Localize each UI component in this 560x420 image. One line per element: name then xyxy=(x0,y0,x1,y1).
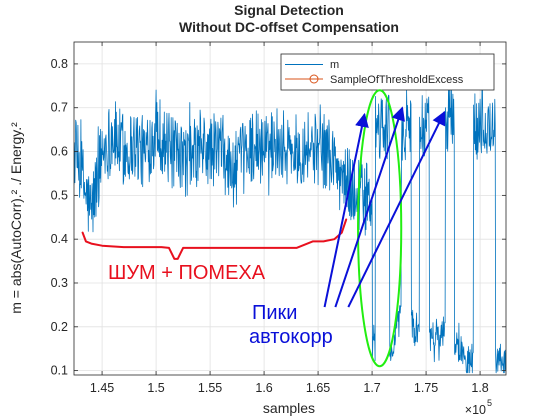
chart-title-line-2: Without DC-offset Compensation xyxy=(179,19,399,35)
y-tick-label: 0.7 xyxy=(51,101,68,115)
noise-bracket xyxy=(81,218,348,260)
peak-arrow xyxy=(334,106,405,308)
legend-m-label: m xyxy=(330,59,339,71)
x-tick-label: 1.55 xyxy=(198,381,222,395)
plot-box xyxy=(73,41,507,376)
plot-area xyxy=(74,42,506,375)
x-tick-labels: 1.45 1.5 1.55 1.6 1.65 1.7 1.75 1.8 xyxy=(90,381,489,395)
annotations: ШУМ + ПОМЕХА Пики автокорр xyxy=(81,89,446,368)
x-exponent-base: ×10 xyxy=(465,403,486,417)
x-exponent: ×10 5 xyxy=(465,398,492,417)
y-tick-label: 0.4 xyxy=(51,232,68,246)
series-m-line xyxy=(74,59,506,374)
y-tick-label: 0.5 xyxy=(51,188,68,202)
peak-arrow xyxy=(323,112,369,308)
y-tick-label: 0.1 xyxy=(51,364,68,378)
x-tick-label: 1.7 xyxy=(363,381,380,395)
y-tick-label: 0.6 xyxy=(51,145,68,159)
x-tick-label: 1.45 xyxy=(90,381,114,395)
x-tick-label: 1.65 xyxy=(306,381,330,395)
peak-arrow xyxy=(347,110,446,308)
axis-ticks xyxy=(74,42,506,375)
x-tick-label: 1.5 xyxy=(147,381,164,395)
peaks-label-line-1: Пики xyxy=(252,302,297,324)
y-tick-label: 0.2 xyxy=(51,320,68,334)
legend: m SampleOfThresholdExcess xyxy=(280,53,495,91)
y-tick-labels: 0.1 0.2 0.3 0.4 0.5 0.6 0.7 0.8 xyxy=(51,57,68,378)
legend-threshold-marker xyxy=(309,74,319,84)
chart-title-line-1: Signal Detection xyxy=(234,2,344,18)
peak-arrows xyxy=(323,106,446,308)
peak-ellipse xyxy=(357,89,403,368)
x-exponent-power: 5 xyxy=(487,398,492,408)
x-tick-label: 1.8 xyxy=(471,381,488,395)
x-tick-label: 1.6 xyxy=(255,381,272,395)
peaks-label-line-2: автокорр xyxy=(249,326,333,348)
y-tick-label: 0.3 xyxy=(51,276,68,290)
legend-threshold-label: SampleOfThresholdExcess xyxy=(330,74,464,86)
legend-box xyxy=(280,53,495,91)
noise-label: ШУМ + ПОМЕХА xyxy=(108,262,266,284)
x-axis-label: samples xyxy=(263,400,315,416)
y-axis-label: m = abs(AutoCorr).² ./ Energy.² xyxy=(8,122,24,314)
x-tick-label: 1.75 xyxy=(414,381,438,395)
y-tick-label: 0.8 xyxy=(51,57,68,71)
